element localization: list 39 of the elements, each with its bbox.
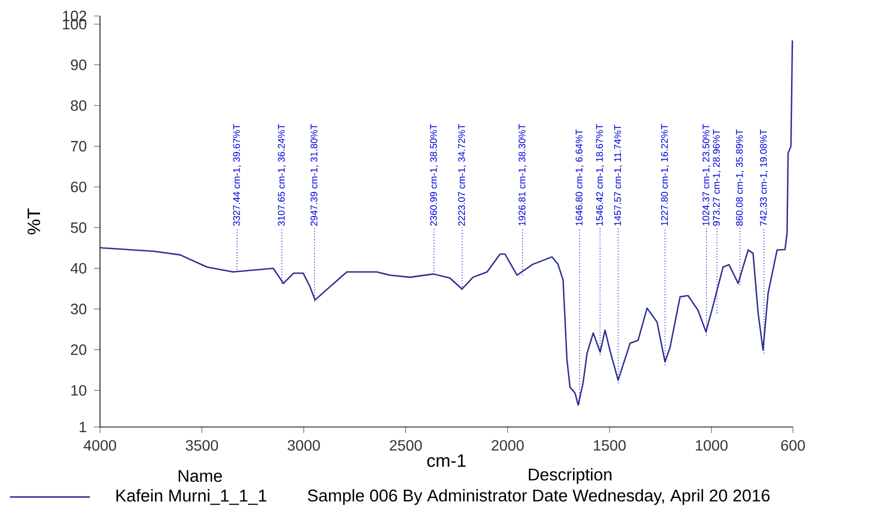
line-series: [99, 40, 794, 406]
legend-title: Name: [178, 470, 222, 482]
x-tick-label: 1500: [594, 440, 626, 451]
y-tick-label: 80: [70, 100, 86, 111]
x-axis-title: cm-1: [427, 454, 466, 467]
x-tick-label: 3000: [288, 440, 320, 451]
x-tick-label: 3500: [186, 440, 218, 451]
annotation: 973.27 cm-1, 28.96%T: [712, 129, 721, 226]
annotation: 3327.44 cm-1, 39.67%T: [233, 124, 242, 226]
x-tick-label: 1000: [696, 440, 728, 451]
x-tick-label: 2500: [390, 440, 422, 451]
legend-label: Kafein Murni_1_1_1: [116, 489, 266, 505]
annotation: 1024.37 cm-1, 23.50%T: [702, 124, 710, 226]
annotation: 1546.42 cm-1, 18.67%T: [596, 124, 604, 226]
y-tick-label: 40: [70, 262, 86, 274]
y-tick-label: 10: [71, 385, 86, 396]
y-tick-label: 60: [71, 182, 86, 192]
annotation: 1926.81 cm-1, 38.30%T: [518, 124, 527, 226]
y-tick-label: 50: [70, 222, 86, 233]
text: Sample 006 By Administrator Date Wednesday, April 20 2016: [308, 489, 770, 505]
y-tick-label: 1: [80, 422, 86, 432]
y-tick-label: 20: [71, 344, 86, 356]
annotation: 860.08 cm-1, 35.89%T: [736, 129, 744, 226]
annotation: 1227.80 cm-1, 16.22%T: [661, 124, 669, 226]
x-tick-label: 4000: [84, 440, 116, 451]
y-axis-title: %T: [28, 208, 40, 234]
text: Description: [528, 468, 612, 484]
annotation: 1646.80 cm-1, 6.64%T: [576, 129, 584, 226]
annotation: 2360.99 cm-1, 38.50%T: [430, 124, 438, 226]
y-tick-label: 30: [70, 304, 86, 314]
annotation: 3107.65 cm-1, 36.24%T: [278, 124, 286, 226]
x-tick-label: 2000: [492, 440, 524, 451]
y-tick-label: 70: [71, 140, 86, 152]
annotation: 2223.07 cm-1, 34.72%T: [458, 124, 466, 226]
x-tick-label: 600: [781, 440, 805, 451]
annotation: 1457.57 cm-1, 11.74%T: [614, 124, 622, 226]
annotation: 742.33 cm-1, 19.08%T: [760, 129, 768, 226]
annotation: 2947.39 cm-1, 31.80%T: [310, 124, 318, 226]
y-tick-label: 90: [70, 60, 86, 70]
